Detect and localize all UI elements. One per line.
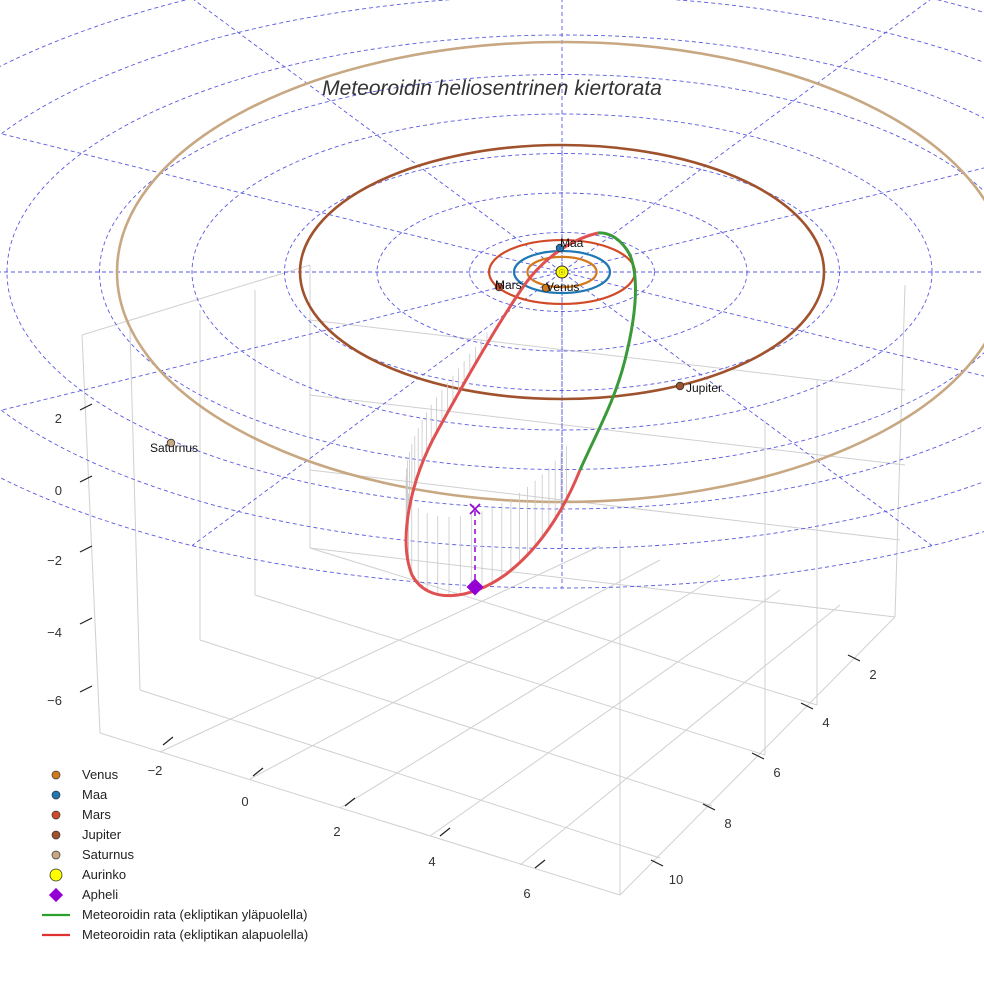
floor-grid-line xyxy=(254,594,766,756)
planet-orbits xyxy=(115,40,984,504)
planet-label-earth: Maa xyxy=(560,236,584,250)
legend-label-earth: Maa xyxy=(82,787,108,802)
floor-grid-line xyxy=(309,547,818,706)
wall-grid-line xyxy=(309,319,906,391)
pane-grid xyxy=(81,264,906,896)
planet-label-saturn: Saturnus xyxy=(150,441,198,455)
meteoroid-orbit xyxy=(404,231,637,598)
legend-label-saturn: Saturnus xyxy=(82,847,135,862)
legend-label-mars: Mars xyxy=(82,807,111,822)
x-tick-label: 6 xyxy=(523,886,530,901)
wall-grid-line xyxy=(894,284,906,618)
legend-label-sun: Aurinko xyxy=(82,867,126,882)
aphelion-group xyxy=(466,503,484,596)
legend-marker-sun xyxy=(49,868,63,882)
z-tick-mark xyxy=(79,617,93,625)
chart-title: Meteoroidin heliosentrinen kiertorata xyxy=(322,77,662,100)
planet-marker-saturn xyxy=(166,438,176,448)
z-tick-label: 2 xyxy=(55,411,62,426)
y-tick-mark xyxy=(847,654,861,662)
z-tick-label: −4 xyxy=(47,625,62,640)
legend-marker-venus xyxy=(51,770,61,780)
legend-marker-saturn xyxy=(51,850,61,860)
floor-grid-line xyxy=(139,689,661,859)
wall-grid-line xyxy=(81,334,101,734)
x-tick-label: 0 xyxy=(241,794,248,809)
x-tick-mark xyxy=(344,797,356,807)
y-tick-mark xyxy=(650,859,664,867)
planet-marker-jupiter xyxy=(675,381,685,391)
planet-label-jupiter: Jupiter xyxy=(686,381,722,395)
floor-grid-line xyxy=(519,604,841,866)
orbit-drop-lines xyxy=(405,332,567,596)
legend-label-aphelion: Apheli xyxy=(82,887,118,902)
orbit-saturn xyxy=(115,40,984,504)
aphelion-projection-marker xyxy=(469,503,481,515)
z-tick-mark xyxy=(79,403,93,411)
series-line-below xyxy=(404,231,599,598)
planet-marker-earth xyxy=(555,243,565,253)
legend-label-below: Meteoroidin rata (ekliptikan alapuolella… xyxy=(82,927,308,942)
aphelion-marker xyxy=(466,578,484,596)
y-tick-mark xyxy=(702,803,716,811)
wall-grid-line xyxy=(309,469,901,541)
x-tick-mark xyxy=(439,827,451,837)
planet-marker-venus xyxy=(541,283,551,293)
y-tick-label: 8 xyxy=(724,816,731,831)
legend-marker-earth xyxy=(51,790,61,800)
x-tick-label: 4 xyxy=(428,854,435,869)
sun-symbol: ☉ xyxy=(558,268,565,277)
floor-grid-line xyxy=(249,559,661,780)
floor-grid-line xyxy=(339,574,721,809)
z-tick-label: −6 xyxy=(47,693,62,708)
y-tick-label: 10 xyxy=(669,872,683,887)
y-tick-mark xyxy=(800,702,814,710)
wall-grid-line xyxy=(81,264,311,336)
legend-label-above: Meteoroidin rata (ekliptikan yläpuolella… xyxy=(82,907,307,922)
legend-label-jupiter: Jupiter xyxy=(82,827,122,842)
series-line-above xyxy=(578,231,637,471)
x-tick-label: −2 xyxy=(148,763,163,778)
z-tick-mark xyxy=(79,685,93,693)
floor-grid-line xyxy=(159,545,601,753)
axis-ticks: 2 0 −2 −4 −6 −2 0 2 4 6 2 4 6 8 10 xyxy=(47,403,877,901)
x-tick-mark xyxy=(534,859,546,869)
planet-label-venus: Venus xyxy=(546,280,579,294)
x-tick-label: 2 xyxy=(333,824,340,839)
orbit-jupiter xyxy=(298,143,826,401)
y-tick-label: 2 xyxy=(869,667,876,682)
planet-label-mars: Mars xyxy=(495,278,522,292)
z-tick-label: −2 xyxy=(47,553,62,568)
y-tick-mark xyxy=(751,752,765,760)
y-tick-label: 6 xyxy=(773,765,780,780)
planet-marker-mars xyxy=(494,282,504,292)
z-tick-mark xyxy=(79,475,93,483)
wall-grid-line xyxy=(129,329,141,691)
legend-label-venus: Venus xyxy=(82,767,119,782)
planets: ☉ Venus Maa Mars Jupiter Saturnus xyxy=(150,236,722,455)
legend: Venus Maa Mars Jupiter Saturnus Aurinko Apheli… xyxy=(42,767,308,942)
z-tick-label: 0 xyxy=(55,483,62,498)
x-tick-mark xyxy=(162,736,174,746)
legend-marker-jupiter xyxy=(51,830,61,840)
wall-grid-line xyxy=(309,547,896,618)
legend-marker-mars xyxy=(51,810,61,820)
wall-grid-line xyxy=(309,394,906,466)
floor-grid-line xyxy=(199,639,713,807)
sun-marker xyxy=(555,265,569,279)
y-tick-label: 4 xyxy=(822,715,829,730)
floor-grid-line xyxy=(429,589,781,837)
orbit-venus xyxy=(526,255,598,289)
x-tick-mark xyxy=(252,767,264,777)
z-tick-mark xyxy=(79,545,93,553)
legend-marker-aphelion xyxy=(48,887,64,903)
floor-grid-line xyxy=(99,732,621,896)
